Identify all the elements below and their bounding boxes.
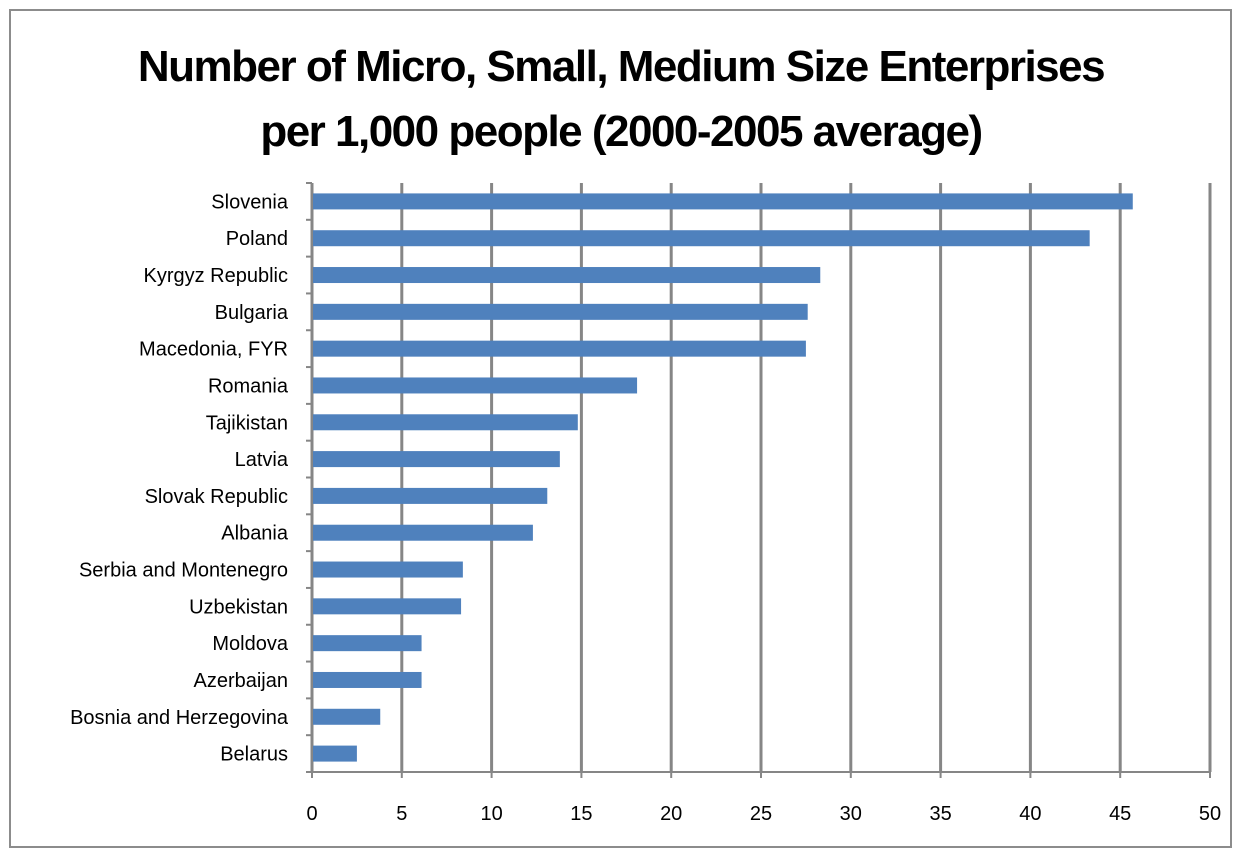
category-label: Poland [226,228,288,250]
x-tick-label: 15 [570,803,592,825]
x-tick-label: 0 [306,803,317,825]
x-tick-label: 25 [750,803,772,825]
bar [313,561,463,578]
category-label: Romania [208,375,289,397]
bar [313,377,638,394]
x-tick-label: 10 [480,803,502,825]
x-tick-label: 35 [929,803,951,825]
category-label: Serbia and Montenegro [79,560,288,582]
bar [313,414,578,431]
bar [313,451,560,468]
category-label: Slovak Republic [145,486,288,508]
category-label: Uzbekistan [189,596,288,618]
bar [313,267,821,284]
category-label: Kyrgyz Republic [143,265,288,287]
bar [313,635,422,652]
x-tick-label: 20 [660,803,682,825]
category-label: Moldova [212,633,288,655]
bar [313,340,806,357]
category-label: Albania [221,523,289,545]
category-label: Azerbaijan [193,670,288,692]
category-label: Latvia [235,449,289,471]
chart-frame [9,9,1232,848]
x-tick-label: 50 [1199,803,1221,825]
category-label: Bosnia and Herzegovina [70,707,289,729]
x-tick-label: 45 [1109,803,1131,825]
bar [313,671,422,688]
bar [313,487,548,504]
x-tick-label: 40 [1019,803,1041,825]
category-label: Bulgaria [215,302,289,324]
category-label: Macedonia, FYR [139,339,288,361]
bar [313,193,1133,210]
chart-title-line-2: per 1,000 people (2000-2005 average) [260,107,983,156]
chart-title-line-1: Number of Micro, Small, Medium Size Ente… [137,42,1106,91]
bar [313,230,1090,247]
x-tick-label: 5 [396,803,407,825]
bar [313,598,462,615]
bar [313,303,808,320]
x-tick-label: 30 [840,803,862,825]
category-label: Slovenia [211,191,289,213]
bar [313,708,381,725]
category-label: Tajikistan [206,412,288,434]
category-label: Belarus [220,744,288,766]
bar [313,524,533,541]
bar [313,745,357,762]
